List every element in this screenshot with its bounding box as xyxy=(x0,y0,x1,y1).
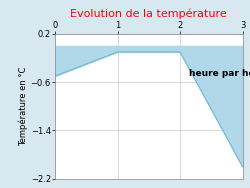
Title: Evolution de la température: Evolution de la température xyxy=(70,8,227,18)
Text: heure par heure: heure par heure xyxy=(190,69,250,77)
Y-axis label: Température en °C: Température en °C xyxy=(18,67,28,146)
